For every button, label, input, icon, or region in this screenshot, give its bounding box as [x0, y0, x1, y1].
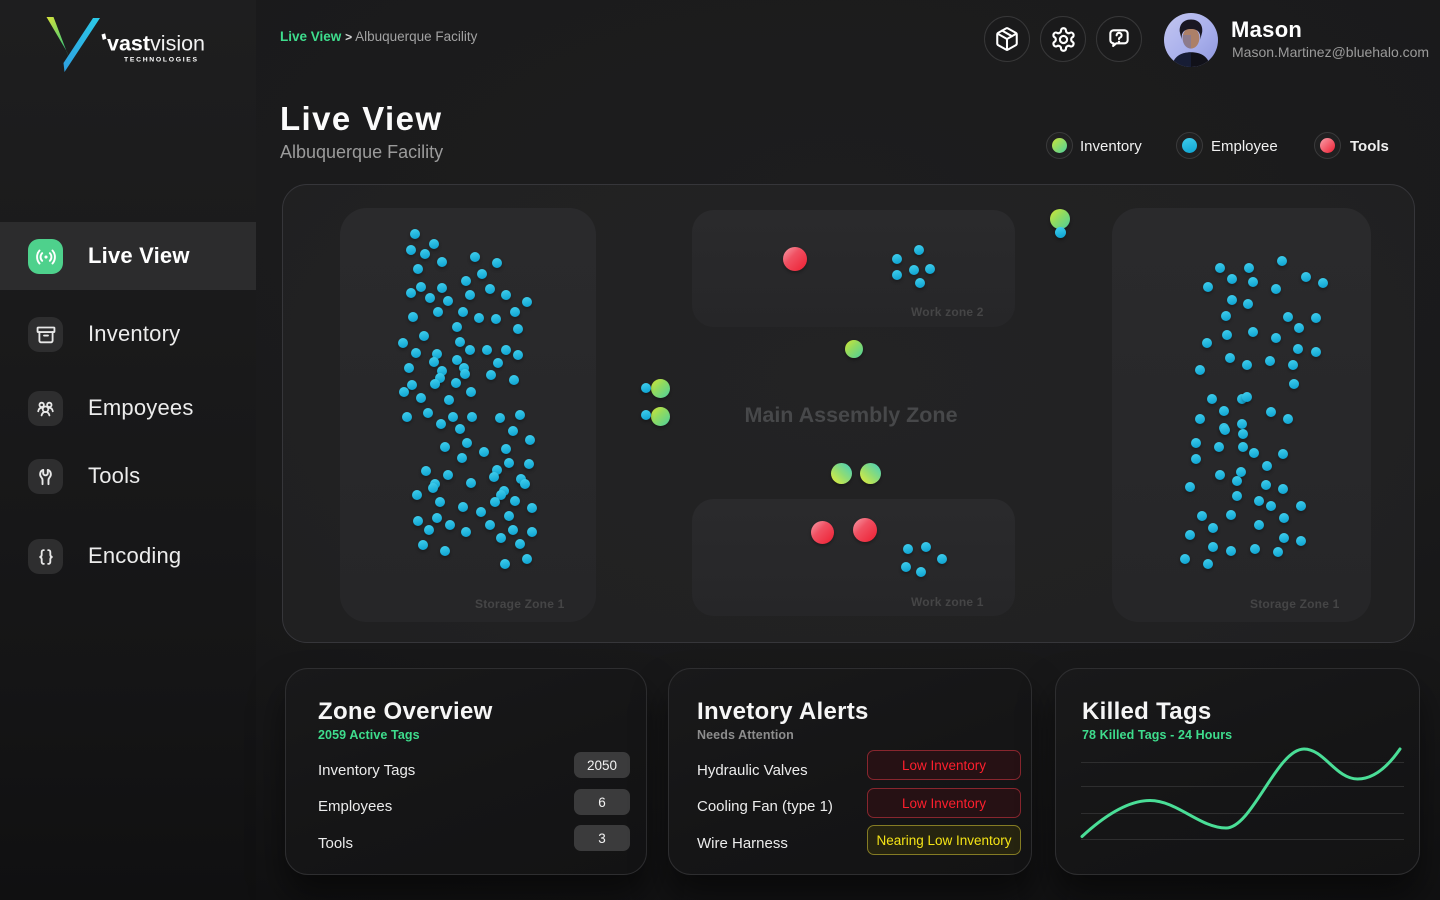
- svg-text:TECHNOLOGIES: TECHNOLOGIES: [124, 57, 199, 64]
- svg-text:vastvision: vastvision: [107, 32, 205, 56]
